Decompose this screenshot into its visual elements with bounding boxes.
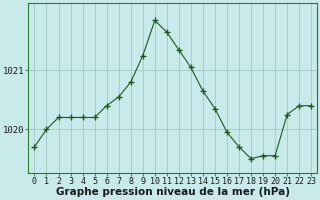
X-axis label: Graphe pression niveau de la mer (hPa): Graphe pression niveau de la mer (hPa): [56, 187, 290, 197]
